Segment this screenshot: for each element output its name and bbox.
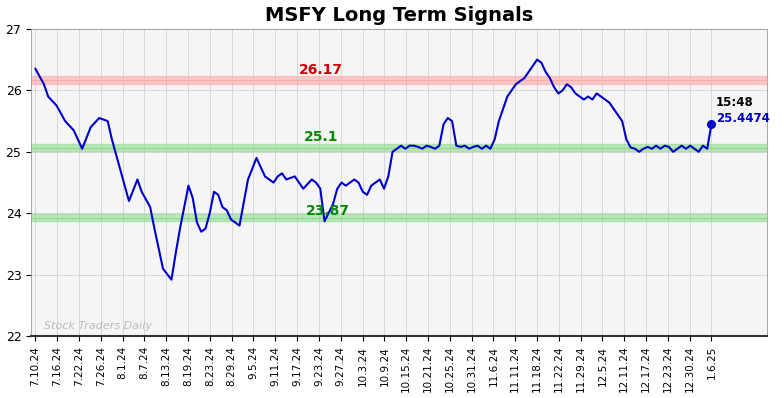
Text: 25.4474: 25.4474 bbox=[716, 112, 770, 125]
Text: 15:48: 15:48 bbox=[716, 96, 753, 109]
Point bbox=[705, 121, 717, 127]
Text: 26.17: 26.17 bbox=[299, 63, 343, 77]
Text: 23.87: 23.87 bbox=[306, 204, 350, 218]
Bar bbox=[31, 144, 767, 151]
Title: MSFY Long Term Signals: MSFY Long Term Signals bbox=[265, 6, 533, 25]
Bar bbox=[31, 214, 767, 221]
Bar bbox=[31, 76, 767, 84]
Text: 25.1: 25.1 bbox=[304, 131, 339, 144]
Text: Stock Traders Daily: Stock Traders Daily bbox=[44, 321, 152, 331]
